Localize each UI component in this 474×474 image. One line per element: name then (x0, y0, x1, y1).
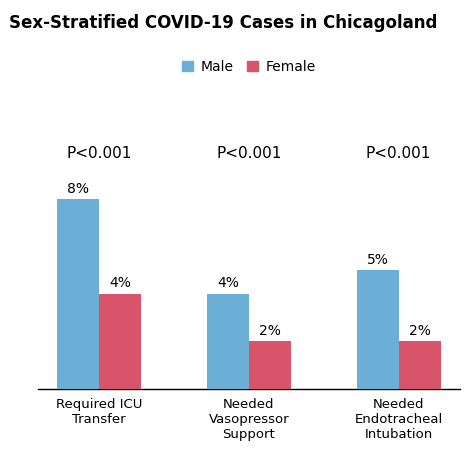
Legend: Male, Female: Male, Female (177, 55, 321, 80)
Text: 5%: 5% (367, 253, 389, 266)
Text: P<0.001: P<0.001 (216, 146, 282, 161)
Text: 4%: 4% (217, 276, 239, 290)
Text: 8%: 8% (67, 182, 89, 195)
Text: 2%: 2% (409, 324, 430, 338)
Bar (207, 294, 249, 389)
Text: 4%: 4% (109, 276, 131, 290)
Bar (57, 199, 99, 389)
Bar (99, 294, 141, 389)
Text: 2%: 2% (259, 324, 281, 338)
Bar (249, 341, 291, 389)
Text: P<0.001: P<0.001 (366, 146, 431, 161)
Bar (357, 270, 399, 389)
Bar (399, 341, 441, 389)
Text: P<0.001: P<0.001 (66, 146, 132, 161)
Text: Sex-Stratified COVID-19 Cases in Chicagoland: Sex-Stratified COVID-19 Cases in Chicago… (9, 14, 438, 32)
